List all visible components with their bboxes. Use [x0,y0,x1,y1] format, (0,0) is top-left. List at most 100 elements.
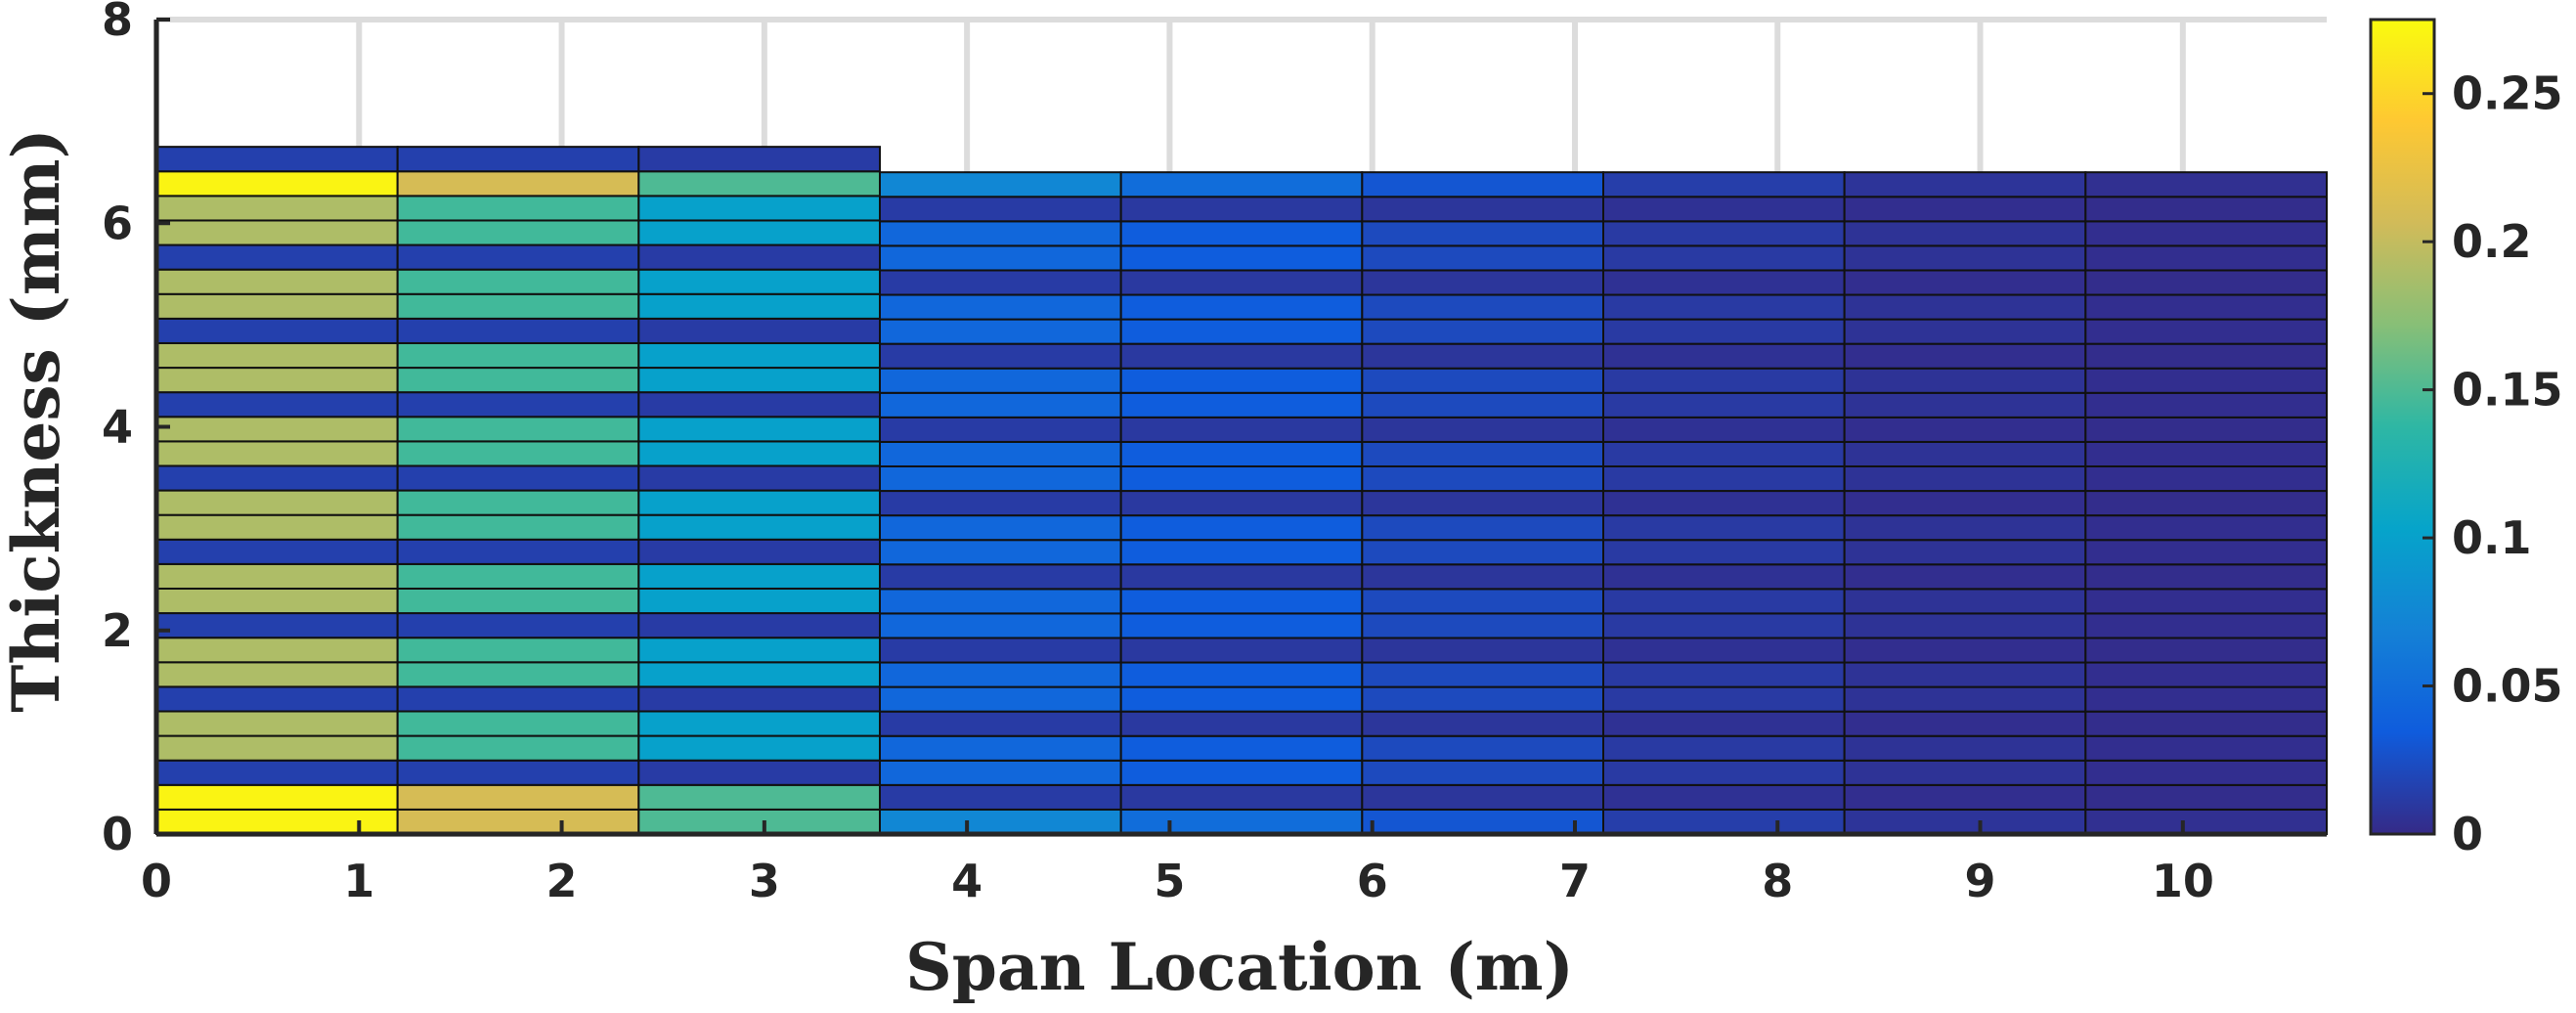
heatmap-cell [2084,342,2328,370]
heatmap-cell [155,637,399,664]
heatmap-cell [1843,416,2087,443]
heatmap-cell [155,367,399,394]
heatmap-cell [637,219,881,246]
heatmap-cell [637,440,881,467]
heatmap-cell [155,587,399,615]
heatmap-cell [155,538,399,565]
heatmap-cell [155,612,399,639]
heatmap-cell [2084,783,2328,811]
heatmap-cell [1119,318,1364,345]
heatmap-cell [1119,783,1364,811]
heatmap-cell [1843,514,2087,542]
heatmap-cell [637,367,881,394]
heatmap-cell [1119,612,1364,639]
heatmap-cell [1843,196,2087,223]
heatmap-cell [155,341,399,370]
heatmap-cell [1843,539,2087,566]
heatmap-cell [879,464,1122,493]
heatmap-cell [2084,464,2328,493]
colorbar: 0 0.05 0.1 0.15 0.2 0.25 [2369,18,2563,860]
heatmap-cell [396,637,640,664]
heatmap-cell [1843,440,2087,467]
heatmap-cell [396,268,640,295]
heatmap-cell [1119,196,1364,223]
heatmap-cell [155,317,399,344]
heatmap-cell [879,685,1122,713]
heatmap-cell [1602,171,1846,198]
heatmap-cell [1361,416,1605,443]
heatmap-cell [1119,464,1364,493]
heatmap-cell [1119,440,1364,467]
heatmap-cell [2084,367,2328,394]
heatmap-cell [637,734,881,762]
heatmap-cell [1602,514,1846,542]
heatmap-cell [1602,318,1846,345]
heatmap-cell [637,391,881,418]
heatmap-cell [396,759,640,786]
x-tick-label: 6 [1357,855,1388,907]
x-tick-label: 2 [546,855,578,907]
heatmap-cell [396,661,640,688]
heatmap-cell [879,318,1122,345]
x-axis-ticks: 0 1 2 3 4 5 6 7 8 9 10 [141,820,2214,907]
heatmap-cell [1361,318,1605,345]
heatmap-cell [155,268,399,295]
heatmap-cell [155,416,399,443]
heatmap-cell [637,317,881,344]
heatmap-cell [155,734,399,762]
heatmap-cell [396,391,640,418]
x-tick-label: 4 [951,855,982,907]
heatmap-cell [1361,196,1605,223]
heatmap-cell [1119,514,1364,542]
heatmap-cell [1361,244,1605,272]
heatmap-cell [1119,539,1364,566]
heatmap-cell [1119,685,1364,713]
heatmap-cell [1119,490,1364,517]
heatmap-cell [396,783,640,811]
heatmap-cell [637,562,881,590]
heatmap-cell [2084,244,2328,272]
heatmap-cell [2084,293,2328,321]
heatmap-cell [2084,808,2328,835]
heatmap-cell [879,637,1122,664]
heatmap-cell [1361,367,1605,394]
x-tick-label: 5 [1154,855,1185,907]
heatmap-cell [155,219,399,246]
heatmap-cell [396,734,640,762]
heatmap-cell [879,220,1122,247]
heatmap-cell [1602,269,1846,296]
heatmap-cell [1361,220,1605,247]
heatmap-cell [879,244,1122,272]
heatmap-cell [879,391,1122,418]
heatmap-cell [396,513,640,541]
heatmap-cell [2084,220,2328,247]
heatmap-cell [396,292,640,320]
heatmap-cell [396,685,640,713]
heatmap-cell [1361,269,1605,296]
heatmap-cell [1119,808,1364,835]
heatmap-cell [1361,539,1605,566]
heatmap-cell [1361,637,1605,664]
heatmap-cell [1843,759,2087,786]
heatmap-cell [1843,563,2087,591]
heatmap-cell [1843,171,2087,198]
heatmap-cell [1361,464,1605,493]
heatmap-cell [1602,464,1846,493]
heatmap-cell [879,588,1122,615]
y-tick-label: 8 [102,0,133,46]
heatmap-cell [879,759,1122,786]
heatmap-cell [1843,783,2087,811]
heatmap-cell [637,489,881,516]
heatmap-cell [637,612,881,639]
heatmap-cell [2084,734,2328,762]
heatmap-cell [396,219,640,246]
heatmap-cell [637,587,881,615]
x-tick-label: 9 [1965,855,1996,907]
heatmap-cell [2084,612,2328,639]
heatmap-cell [1602,293,1846,321]
heatmap-cell [2084,490,2328,517]
heatmap-cell [2084,661,2328,688]
colorbar-tick-label: 0.1 [2452,511,2532,564]
heatmap-cell [2084,318,2328,345]
heatmap-cell [637,783,881,811]
